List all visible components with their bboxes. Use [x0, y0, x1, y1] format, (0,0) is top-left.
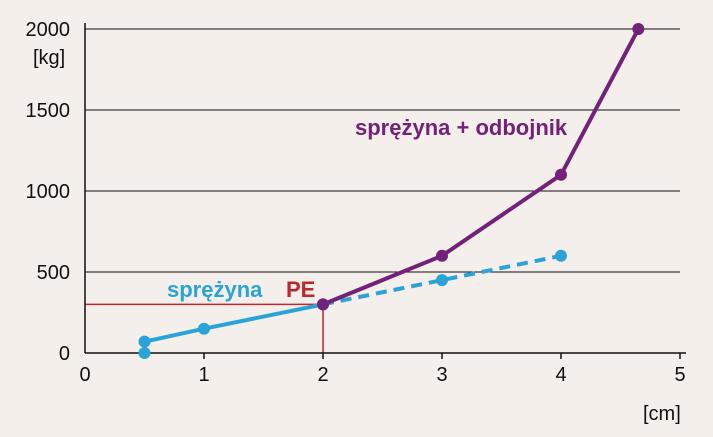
x-unit-label: [cm]: [643, 403, 681, 425]
series-line-2: [321, 27, 641, 307]
pe-annotation-label: PE: [286, 277, 315, 302]
y-tick-label-1: 500: [37, 262, 70, 284]
data-point-3-0: [138, 347, 151, 359]
series-line-1: [322, 253, 562, 307]
data-point-1-2: [555, 249, 567, 262]
series-line-0: [142, 302, 325, 344]
y-unit-label: [kg]: [33, 47, 65, 69]
x-tick-label-1: 1: [198, 364, 209, 386]
series-label-sprezyna: sprężyna: [167, 277, 263, 302]
series-label-sprezyna-odbojnik: sprężyna + odbojnik: [355, 115, 568, 140]
data-point-2-1: [436, 249, 448, 262]
x-tick-label-5: 5: [674, 364, 685, 386]
reference-lines: [85, 303, 324, 353]
y-tick-label-2: 1000: [26, 181, 71, 203]
series-markers: [138, 23, 645, 359]
data-point-0-0: [138, 335, 151, 348]
x-tick-label-2: 2: [317, 364, 328, 386]
x-tick-label-4: 4: [555, 364, 566, 386]
axes: [84, 23, 686, 359]
annotations: [kg] [cm] sprężyna sprężyna + odbojnik P…: [33, 47, 681, 425]
data-point-2-3: [632, 23, 645, 35]
y-tick-label-0: 0: [59, 343, 70, 365]
data-point-2-0: [317, 298, 329, 311]
x-tick-label-3: 3: [436, 364, 447, 386]
tick-labels: 0 500 1000 1500 2000 0 1 2 3 4 5: [26, 19, 686, 386]
data-point-2-2: [555, 168, 567, 181]
y-tick-label-4: 2000: [26, 19, 71, 41]
grid-lines: [85, 28, 680, 273]
y-tick-label-3: 1500: [26, 100, 71, 122]
data-point-1-1: [436, 274, 448, 287]
x-tick-label-0: 0: [79, 364, 90, 386]
data-point-0-1: [198, 322, 210, 335]
